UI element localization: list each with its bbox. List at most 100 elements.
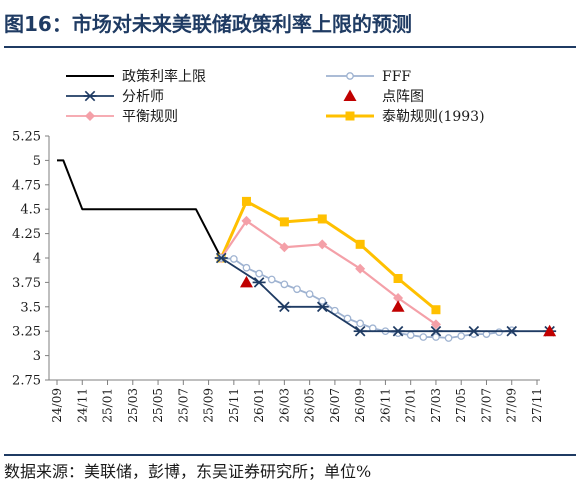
y-tick-label: 4.5 bbox=[20, 203, 41, 218]
asterisk-marker bbox=[467, 325, 481, 337]
x-tick-label: 26/07 bbox=[328, 388, 342, 423]
legend-item-dotplot: 点阵图 bbox=[343, 89, 424, 105]
legend-label: FFF bbox=[382, 69, 411, 85]
chart-series bbox=[57, 159, 557, 342]
square-marker bbox=[345, 111, 355, 121]
legend-label: 泰勒规则(1993) bbox=[382, 109, 485, 125]
square-marker bbox=[355, 239, 365, 249]
circle-marker bbox=[293, 285, 301, 294]
x-tick-label: 27/05 bbox=[454, 388, 468, 423]
asterisk-marker bbox=[83, 90, 97, 102]
y-tick-label: 2.75 bbox=[12, 374, 41, 389]
x-tick-label: 25/07 bbox=[176, 388, 190, 423]
square-marker bbox=[431, 305, 441, 315]
circle-marker bbox=[346, 72, 354, 80]
series-line-taylor bbox=[219, 199, 437, 311]
legend-label: 政策利率上限 bbox=[122, 68, 206, 85]
asterisk-marker bbox=[505, 325, 519, 337]
asterisk-marker bbox=[277, 301, 291, 313]
legend-label: 点阵图 bbox=[382, 89, 424, 105]
asterisk-marker bbox=[429, 325, 443, 337]
x-tick-label: 25/01 bbox=[101, 388, 115, 423]
series-dotplot bbox=[239, 275, 557, 337]
triangle-marker bbox=[343, 89, 357, 101]
circle-marker bbox=[229, 255, 238, 263]
circle-marker bbox=[343, 314, 352, 323]
circle-marker bbox=[495, 328, 503, 337]
diamond-marker bbox=[85, 111, 95, 121]
diamond-marker bbox=[241, 215, 252, 226]
circle-marker bbox=[255, 269, 263, 278]
legend-item-fff: FFF bbox=[326, 69, 411, 85]
square-marker bbox=[317, 214, 327, 224]
triangle-marker bbox=[543, 324, 557, 337]
triangle-marker bbox=[239, 275, 253, 288]
circle-marker bbox=[267, 275, 276, 284]
asterisk-marker bbox=[315, 301, 329, 313]
y-tick-label: 4.25 bbox=[12, 227, 41, 242]
x-tick-label: 25/05 bbox=[151, 388, 165, 423]
asterisk-marker bbox=[252, 277, 266, 288]
diamond-marker bbox=[279, 242, 290, 253]
circle-marker bbox=[305, 290, 314, 298]
y-tick-label: 5.25 bbox=[12, 130, 41, 145]
series-line-balanced bbox=[220, 219, 437, 326]
asterisk-marker bbox=[214, 252, 228, 264]
series-analyst bbox=[214, 252, 557, 337]
legend-item-policy: 政策利率上限 bbox=[66, 68, 206, 85]
circle-marker bbox=[406, 331, 415, 339]
circle-marker bbox=[432, 333, 440, 341]
asterisk-marker bbox=[353, 325, 367, 337]
series-line-policy bbox=[57, 159, 223, 259]
x-tick-label: 27/03 bbox=[429, 388, 443, 423]
y-tick-label: 3.75 bbox=[12, 276, 41, 291]
y-tick-label: 4 bbox=[33, 252, 41, 267]
square-marker bbox=[279, 217, 289, 227]
legend-label: 平衡规则 bbox=[122, 109, 178, 125]
circle-marker bbox=[356, 319, 365, 328]
x-tick-label: 26/03 bbox=[277, 388, 291, 423]
square-marker bbox=[393, 273, 403, 283]
x-tick-label: 27/09 bbox=[505, 388, 519, 423]
series-line-analyst bbox=[220, 257, 550, 333]
title-divider bbox=[4, 46, 576, 48]
x-tick-label: 26/09 bbox=[353, 388, 367, 423]
x-tick-label: 24/11 bbox=[75, 388, 89, 423]
diamond-marker bbox=[355, 263, 366, 274]
x-tick-label: 26/01 bbox=[252, 388, 266, 423]
legend-item-analyst: 分析师 bbox=[66, 89, 164, 105]
circle-marker bbox=[280, 280, 289, 289]
square-marker bbox=[241, 196, 251, 206]
series-balanced bbox=[216, 215, 441, 330]
asterisk-marker bbox=[391, 325, 405, 337]
y-tick-label: 3.5 bbox=[20, 300, 41, 315]
legend-item-balanced: 平衡规则 bbox=[66, 109, 178, 125]
x-tick-label: 27/11 bbox=[530, 388, 544, 423]
source-divider bbox=[4, 454, 576, 456]
x-tick-label: 25/11 bbox=[227, 388, 241, 423]
y-tick-label: 5 bbox=[33, 154, 41, 169]
source-note: 数据来源：美联储，彭博，东吴证券研究所；单位% bbox=[4, 462, 372, 481]
y-tick-label: 3 bbox=[33, 349, 41, 364]
x-tick-label: 25/03 bbox=[126, 388, 140, 423]
chart-axes: 2.75 3 3.25 3.5 3.75 4 4.25 4.5 4.75 5 5.25 24/09 24… bbox=[12, 130, 544, 423]
circle-marker bbox=[457, 332, 466, 340]
circle-marker bbox=[444, 334, 453, 342]
y-tick-label: 3.25 bbox=[12, 325, 41, 340]
legend-label: 分析师 bbox=[122, 89, 164, 105]
legend-item-taylor: 泰勒规则(1993) bbox=[326, 109, 485, 125]
circle-marker bbox=[242, 263, 251, 272]
series-taylor bbox=[216, 196, 441, 315]
series-line-fff bbox=[221, 257, 512, 339]
series-policy bbox=[57, 159, 223, 259]
x-tick-label: 26/11 bbox=[378, 388, 392, 423]
diamond-marker bbox=[393, 293, 404, 304]
x-tick-label: 27/01 bbox=[404, 388, 418, 423]
circle-marker bbox=[318, 297, 327, 305]
chart-title: 图16：市场对未来美联储政策利率上限的预测 bbox=[4, 12, 412, 36]
x-tick-label: 27/07 bbox=[479, 388, 493, 423]
y-tick-label: 4.75 bbox=[12, 178, 41, 193]
triangle-marker bbox=[391, 300, 405, 312]
